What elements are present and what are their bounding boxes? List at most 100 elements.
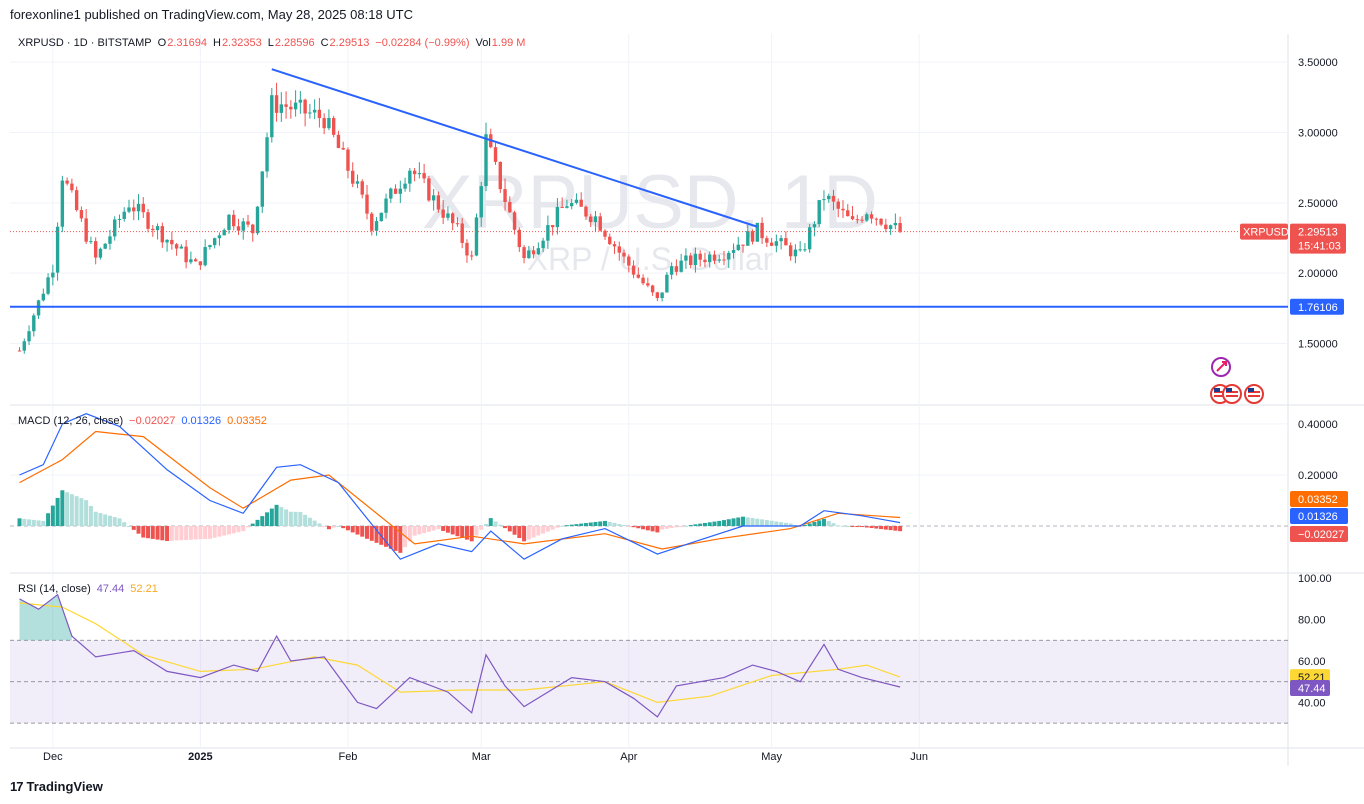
macd-hist-bar bbox=[874, 526, 879, 529]
candle-body bbox=[322, 118, 326, 129]
macd-hist-bar bbox=[136, 526, 141, 534]
macd-hist-bar bbox=[755, 518, 760, 527]
descending-trendline[interactable] bbox=[271, 68, 758, 228]
macd-hist-bar bbox=[622, 525, 627, 527]
time-tick-label: 2025 bbox=[188, 751, 212, 763]
candle-body bbox=[574, 199, 579, 203]
candle-body bbox=[636, 274, 641, 278]
candle-body bbox=[227, 214, 231, 230]
candle-body bbox=[379, 212, 383, 222]
ohlc-legend-item: 2.31694 bbox=[167, 37, 207, 49]
us-flag-icon[interactable] bbox=[1244, 384, 1264, 404]
candle-body bbox=[398, 188, 403, 194]
macd-hist-bar bbox=[88, 505, 93, 527]
macd-hist-bar bbox=[388, 526, 393, 549]
candle-body bbox=[70, 183, 74, 191]
macd-hist-bar bbox=[841, 525, 845, 527]
candle-body bbox=[608, 236, 612, 245]
tradingview-footer[interactable]: 17 TradingView bbox=[10, 779, 103, 794]
candle-body bbox=[860, 219, 864, 221]
macd-hist-bar bbox=[579, 523, 584, 527]
macd-hist-bar bbox=[355, 526, 360, 535]
candle-body bbox=[417, 173, 422, 175]
macd-hist-bar bbox=[674, 526, 679, 528]
candle-body bbox=[703, 259, 707, 263]
ohlc-legend-item: 1.99 M bbox=[492, 37, 526, 49]
candle-body bbox=[760, 222, 764, 239]
rsi-tag bbox=[1290, 680, 1330, 697]
candle-body bbox=[855, 219, 859, 221]
candle-body bbox=[298, 99, 303, 103]
candle-body bbox=[827, 195, 831, 200]
candle-body bbox=[331, 118, 336, 135]
candle-body bbox=[750, 231, 755, 242]
candle-body bbox=[831, 195, 836, 202]
ohlc-legend-item: H bbox=[213, 37, 221, 49]
candle-body bbox=[446, 213, 450, 218]
candle-body bbox=[850, 216, 855, 220]
macd-hist-bar bbox=[831, 523, 836, 527]
macd-hist-bar bbox=[398, 526, 403, 553]
candle-body bbox=[508, 202, 512, 213]
macd-hist-bar bbox=[588, 522, 593, 527]
candle-body bbox=[493, 147, 498, 162]
macd-hist-bar bbox=[660, 526, 665, 530]
candle-body bbox=[727, 252, 731, 260]
macd-hist-bar bbox=[184, 526, 189, 541]
macd-hist-bar bbox=[736, 517, 741, 527]
ohlc-legend-item: Vol bbox=[476, 37, 491, 49]
macd-hist-bar bbox=[531, 526, 536, 538]
macd-hist-bar bbox=[460, 526, 465, 538]
candle-body bbox=[341, 147, 345, 150]
macd-hist-bar bbox=[536, 526, 541, 536]
rsi-tick-label: 60.00 bbox=[1298, 656, 1326, 668]
candle-body bbox=[113, 219, 117, 237]
candle-body bbox=[232, 214, 236, 227]
candle-body bbox=[798, 249, 802, 251]
candle-body bbox=[389, 188, 393, 199]
macd-hist-bar bbox=[79, 498, 84, 527]
tradingview-logo-icon: 17 bbox=[10, 779, 24, 794]
ohlc-legend-item: O bbox=[158, 37, 167, 49]
candle-body bbox=[303, 99, 307, 114]
candle-body bbox=[65, 180, 69, 184]
candle-body bbox=[370, 213, 374, 231]
macd-hist-bar bbox=[783, 522, 788, 527]
candle-body bbox=[41, 293, 46, 301]
macd-hist-bar bbox=[203, 526, 208, 540]
macd-hist-bar bbox=[645, 526, 650, 531]
candle-body bbox=[279, 104, 284, 113]
candle-body bbox=[460, 223, 464, 243]
macd-hist-bar bbox=[679, 526, 684, 528]
candle-body bbox=[679, 260, 683, 272]
candle-body bbox=[803, 249, 807, 251]
macd-hist-bar bbox=[555, 526, 560, 528]
macd-hist-bar bbox=[821, 518, 826, 527]
candle-body bbox=[665, 274, 669, 293]
macd-hist-bar bbox=[779, 522, 784, 527]
macd-hist-bar bbox=[445, 526, 450, 533]
candle-body bbox=[603, 230, 607, 237]
macd-hist-bar bbox=[265, 512, 270, 527]
macd-hist-bar bbox=[512, 526, 517, 535]
macd-hist-bar bbox=[802, 525, 807, 527]
candle-body bbox=[788, 245, 793, 257]
candle-body bbox=[465, 242, 469, 256]
candle-body bbox=[46, 277, 50, 294]
magic-wand-icon[interactable] bbox=[1211, 357, 1231, 377]
macd-hist-bar bbox=[312, 520, 317, 527]
macd-hist-bar bbox=[883, 526, 888, 530]
macd-hist-bar bbox=[607, 521, 612, 527]
candle-body bbox=[184, 246, 188, 263]
macd-hist-bar bbox=[888, 526, 893, 531]
time-tick-label: Apr bbox=[620, 751, 637, 763]
candle-body bbox=[246, 221, 250, 225]
plot-area bbox=[10, 34, 1288, 748]
macd-hist-bar bbox=[631, 526, 636, 528]
candle-body bbox=[712, 254, 717, 261]
macd-hist-bar bbox=[293, 511, 298, 527]
macd-hist-bar bbox=[17, 518, 22, 527]
candle-body bbox=[593, 216, 598, 223]
us-flag-icon[interactable] bbox=[1222, 384, 1242, 404]
candle-body bbox=[455, 223, 460, 225]
